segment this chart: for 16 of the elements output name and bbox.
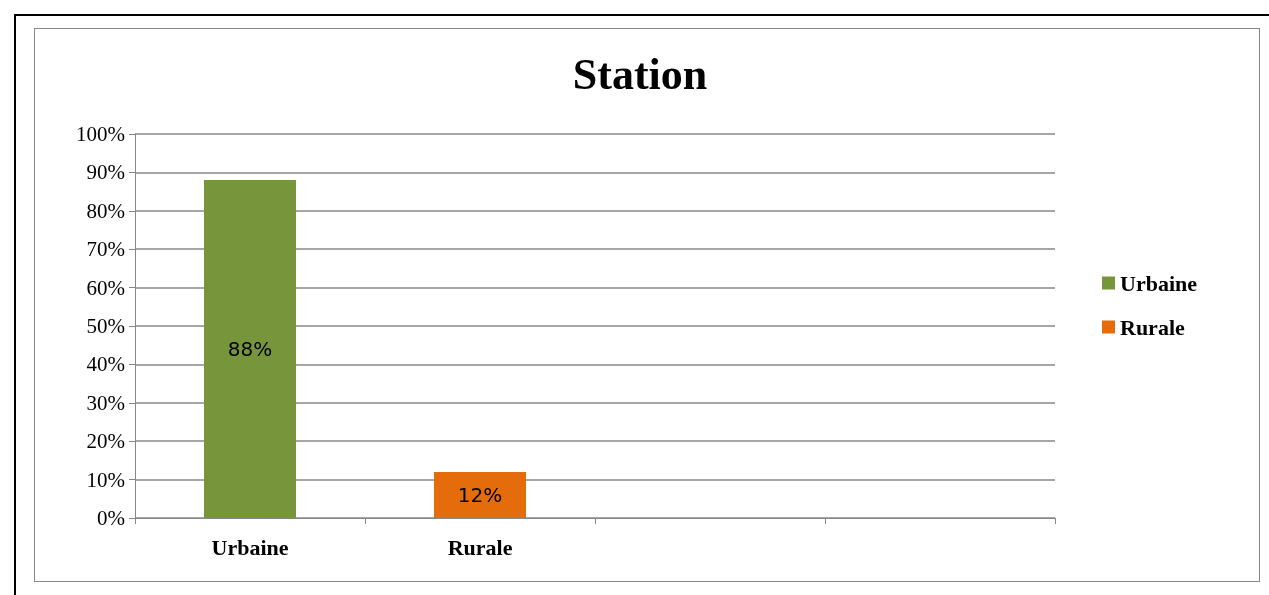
legend-label: Rurale xyxy=(1120,314,1185,340)
y-tick-label: 70% xyxy=(86,237,125,262)
data-label: 88% xyxy=(227,337,273,362)
y-tick-label: 90% xyxy=(86,160,125,185)
y-tick-label: 30% xyxy=(86,390,125,415)
y-tick-label: 20% xyxy=(86,429,125,454)
y-tick-label: 60% xyxy=(86,275,125,300)
y-tick-label: 50% xyxy=(86,314,125,338)
y-tick-label: 100% xyxy=(76,122,125,146)
y-tick-label: 0% xyxy=(97,506,125,530)
chart-title: Station xyxy=(572,49,708,99)
legend-label: Urbaine xyxy=(1120,270,1198,296)
y-tick-label: 80% xyxy=(86,198,125,223)
data-label: 12% xyxy=(457,482,503,507)
y-tick-label: 10% xyxy=(86,467,125,492)
y-tick-label: 40% xyxy=(86,352,125,377)
